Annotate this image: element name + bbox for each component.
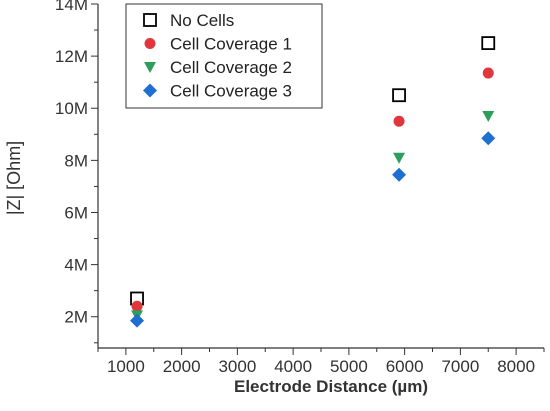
y-axis-ticks: 2M 4M 6M 8M 10M 12M 14M bbox=[55, 0, 98, 344]
x-tick-label: 7000 bbox=[441, 357, 479, 376]
legend: No Cells Cell Coverage 1 Cell Coverage 2 Ce… bbox=[125, 3, 323, 109]
legend-marker bbox=[144, 38, 156, 49]
x-tick-label: 1000 bbox=[107, 357, 145, 376]
y-tick-label: 10M bbox=[55, 99, 88, 118]
legend-label: Cell Coverage 2 bbox=[170, 58, 292, 77]
series-3 bbox=[131, 111, 495, 322]
y-tick-label: 2M bbox=[64, 308, 88, 327]
y-tick-label: 8M bbox=[64, 151, 88, 170]
data-point bbox=[130, 313, 145, 328]
y-tick-label: 14M bbox=[55, 0, 88, 14]
legend-label: Cell Coverage 1 bbox=[170, 35, 292, 54]
x-tick-label: 8000 bbox=[497, 357, 535, 376]
y-axis-title: |Z| [Ohm] bbox=[4, 141, 24, 215]
series-4 bbox=[130, 131, 496, 328]
legend-item: Cell Coverage 3 bbox=[143, 82, 292, 101]
x-axis-ticks: 1000 2000 3000 4000 5000 6000 7000 8000 bbox=[97, 348, 545, 376]
data-point bbox=[481, 36, 496, 50]
legend-box bbox=[125, 3, 323, 109]
data-point bbox=[392, 167, 407, 182]
legend-marker bbox=[143, 83, 157, 98]
x-tick-label: 2000 bbox=[163, 357, 201, 376]
series-2 bbox=[131, 67, 494, 312]
legend-label: Cell Coverage 3 bbox=[170, 82, 292, 101]
series-1 bbox=[130, 36, 496, 306]
y-tick-label: 4M bbox=[64, 256, 88, 275]
data-point bbox=[131, 300, 143, 312]
data-point bbox=[392, 88, 406, 103]
legend-item: No Cells bbox=[143, 11, 234, 30]
data-point bbox=[481, 131, 496, 146]
x-tick-label: 5000 bbox=[330, 357, 368, 376]
y-tick-label: 12M bbox=[55, 47, 88, 66]
data-point bbox=[393, 152, 406, 164]
data-point bbox=[482, 111, 495, 123]
y-tick-label: 6M bbox=[64, 203, 88, 222]
data-points bbox=[130, 36, 496, 328]
legend-marker bbox=[144, 62, 156, 73]
legend-item: Cell Coverage 1 bbox=[144, 35, 292, 54]
x-tick-label: 6000 bbox=[386, 357, 424, 376]
legend-label: No Cells bbox=[170, 11, 234, 30]
x-tick-label: 4000 bbox=[274, 357, 312, 376]
data-point bbox=[393, 115, 405, 127]
legend-marker bbox=[143, 13, 157, 27]
x-tick-label: 3000 bbox=[218, 357, 256, 376]
legend-item: Cell Coverage 2 bbox=[144, 58, 292, 77]
data-point bbox=[482, 67, 494, 79]
x-axis-title: Electrode Distance (µm) bbox=[234, 377, 428, 396]
